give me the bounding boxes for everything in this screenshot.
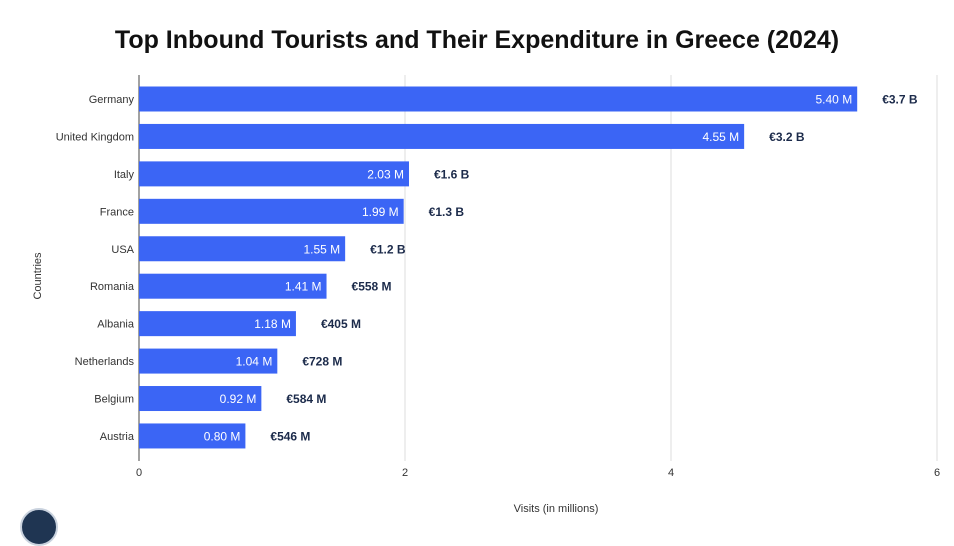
- bar-value-label: 5.40 M: [816, 93, 853, 107]
- expenditure-label: €3.2 B: [769, 130, 805, 144]
- bar-value-label: 2.03 M: [367, 167, 404, 181]
- bar: [139, 273, 327, 299]
- bar-value-label: 1.55 M: [303, 242, 340, 256]
- category-label: France: [100, 206, 134, 218]
- x-tick-label: 0: [136, 467, 142, 479]
- bar: [139, 161, 409, 187]
- expenditure-label: €405 M: [321, 317, 361, 331]
- bar-chart: Germany 5.40 M €3.7 B United Kingdom 4.55 M €…: [32, 75, 940, 515]
- bar: [139, 311, 296, 337]
- chart-title: Top Inbound Tourists and Their Expenditu…: [114, 26, 840, 54]
- x-tick-label: 4: [668, 467, 674, 479]
- bar: [139, 123, 745, 149]
- category-label: Austria: [100, 431, 135, 443]
- bar-value-label: 4.55 M: [702, 130, 739, 144]
- category-label: USA: [111, 244, 134, 256]
- category-label: Romania: [90, 281, 135, 293]
- expenditure-label: €546 M: [270, 429, 310, 443]
- bar-value-label: 1.99 M: [362, 205, 399, 219]
- bar-value-label: 1.18 M: [254, 317, 291, 331]
- x-axis-title: Visits (in millions): [514, 503, 599, 515]
- logo-icon: [20, 508, 58, 546]
- category-label: Albania: [97, 319, 135, 331]
- bar: [139, 86, 858, 112]
- expenditure-label: €1.3 B: [429, 205, 465, 219]
- bar-value-label: 1.04 M: [236, 355, 273, 369]
- bar: [139, 236, 346, 262]
- y-axis-title: Countries: [32, 252, 44, 300]
- category-label: Belgium: [94, 394, 134, 406]
- expenditure-label: €584 M: [286, 392, 326, 406]
- expenditure-label: €558 M: [352, 280, 392, 294]
- x-tick-label: 2: [402, 467, 408, 479]
- category-label: United Kingdom: [56, 131, 134, 143]
- expenditure-label: €1.2 B: [370, 242, 406, 256]
- bar: [139, 423, 246, 449]
- expenditure-label: €1.6 B: [434, 167, 470, 181]
- category-label: Germany: [89, 94, 135, 106]
- category-label: Italy: [114, 169, 135, 181]
- category-label: Netherlands: [75, 356, 135, 368]
- bar: [139, 386, 262, 412]
- bar-value-label: 0.80 M: [204, 429, 241, 443]
- bar: [139, 198, 404, 224]
- bar-value-label: 0.92 M: [220, 392, 257, 406]
- x-tick-label: 6: [934, 467, 940, 479]
- expenditure-label: €3.7 B: [882, 93, 918, 107]
- bar: [139, 348, 278, 374]
- bar-value-label: 1.41 M: [285, 280, 322, 294]
- expenditure-label: €728 M: [302, 355, 342, 369]
